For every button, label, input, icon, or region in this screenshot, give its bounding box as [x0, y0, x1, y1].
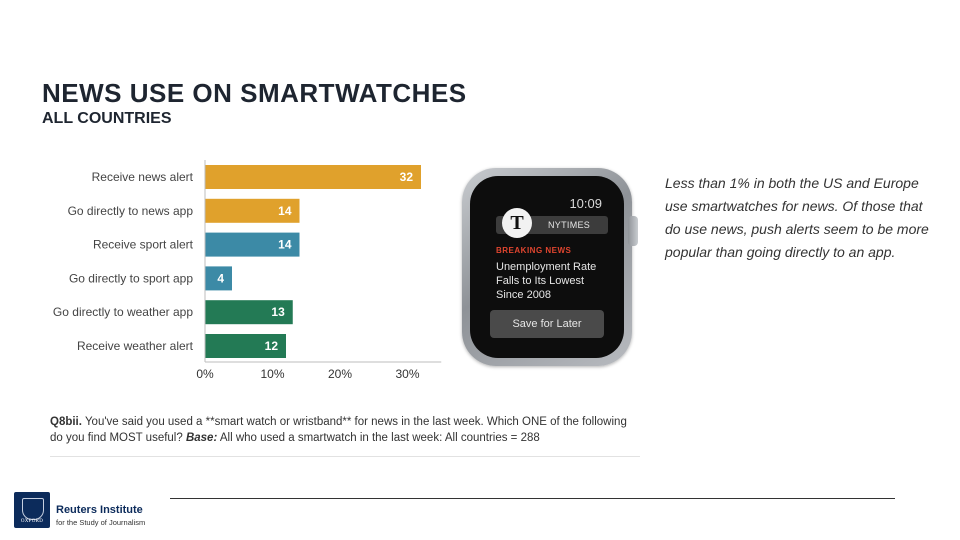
question-code: Q8bii. [50, 416, 82, 428]
data-label: 12 [265, 339, 279, 353]
org-tagline: for the Study of Journalism [56, 518, 146, 527]
watch-screen: 10:09 T NYTIMES BREAKING NEWS Unemployme… [470, 176, 624, 358]
data-label: 13 [271, 305, 285, 319]
category-label: Receive weather alert [77, 339, 194, 353]
page-subtitle: ALL COUNTRIES [42, 110, 172, 127]
bar [205, 334, 286, 358]
commentary-text: Less than 1% in both the US and Europe u… [665, 175, 929, 260]
data-label: 14 [278, 204, 292, 218]
bar-chart: Receive news alert 32 Go directly to news … [53, 160, 442, 381]
org-name: Reuters Institute [56, 504, 143, 516]
base-label: Base: [185, 432, 218, 444]
oxford-crest-logo: OXFORD [14, 492, 50, 528]
base-text: All who used a smartwatch in the last we… [217, 432, 540, 444]
survey-question: Q8bii. You've said you used a **smart wa… [50, 406, 640, 457]
x-tick-label: 20% [328, 367, 352, 381]
category-label: Go directly to weather app [53, 305, 193, 319]
save-for-later-button: Save for Later [490, 310, 604, 338]
nytimes-logo-icon: T [502, 208, 532, 238]
watch-time: 10:09 [569, 196, 602, 211]
watch-headline: Unemployment Rate Falls to Its Lowest Si… [496, 261, 597, 301]
crest-text: OXFORD [20, 519, 44, 524]
x-tick-label: 0% [196, 367, 214, 381]
data-label: 32 [400, 170, 414, 184]
watch-crown [628, 216, 638, 246]
bar [205, 165, 421, 189]
bar [205, 198, 300, 223]
x-tick-label: 10% [260, 367, 284, 381]
category-label: Receive news alert [92, 170, 194, 184]
category-label: Receive sport alert [93, 238, 194, 252]
footer-divider [170, 498, 895, 499]
data-label: 14 [278, 238, 292, 252]
watch-source: NYTIMES [548, 220, 591, 230]
category-label: Go directly to sport app [69, 271, 193, 285]
smartwatch-image: 10:09 T NYTIMES BREAKING NEWS Unemployme… [462, 168, 632, 366]
bar [205, 300, 293, 325]
watch-breaking-label: BREAKING NEWS [496, 246, 572, 255]
bar [205, 266, 232, 291]
question-text: You've said you used a **smart watch or … [50, 416, 627, 444]
x-tick-label: 30% [395, 367, 419, 381]
data-label: 4 [217, 271, 224, 285]
category-label: Go directly to news app [68, 204, 194, 218]
page-title: NEWS USE ON SMARTWATCHES [42, 78, 467, 108]
crest-shield-icon [22, 498, 44, 520]
bar [205, 232, 300, 257]
